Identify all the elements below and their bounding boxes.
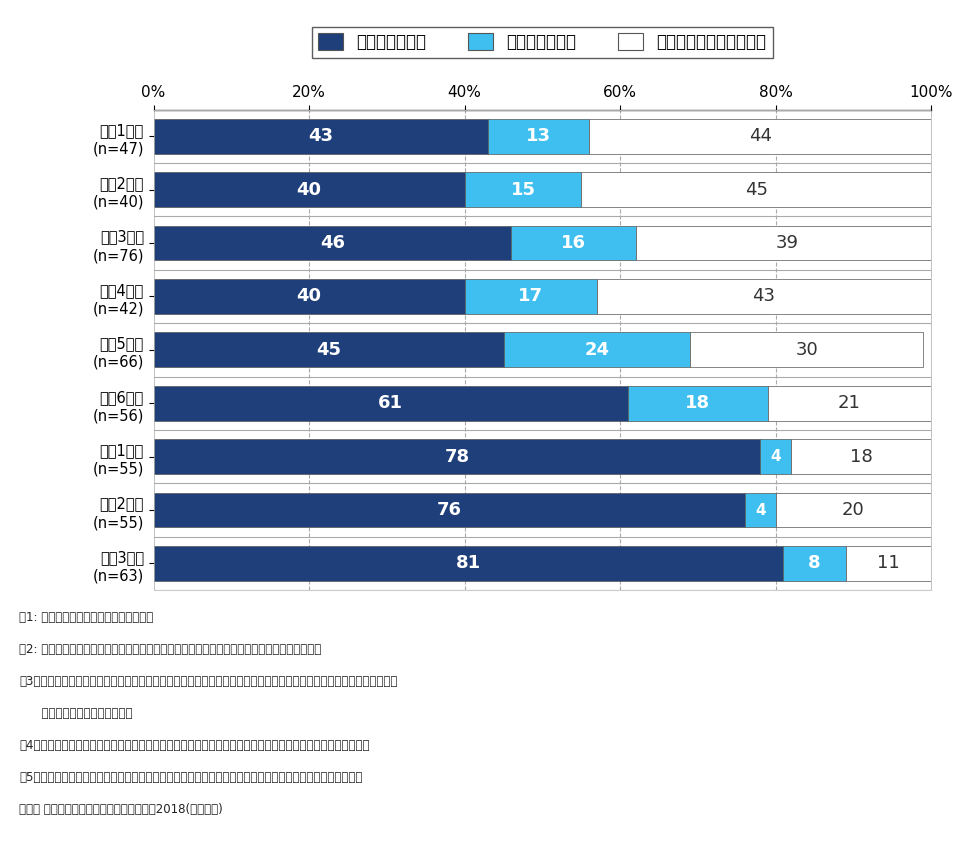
Text: 78: 78 [444,448,469,465]
Text: 注4：「ケータイ」はスマートフォン以外のいわゆるガラケー，フィーチャーフォン，キッズケータイをさす。: 注4：「ケータイ」はスマートフォン以外のいわゆるガラケー，フィーチャーフォン，キ… [19,739,370,752]
Bar [628,386,768,421]
Text: 8: 8 [808,555,821,572]
Bar [154,439,760,474]
Bar [760,439,791,474]
Text: 40: 40 [297,180,322,199]
Text: 注3：「スマートフォン」は回線契約をしているスマートフォン，いわゆる格安スマホ，キッズスマホ，回線契約なしの: 注3：「スマートフォン」は回線契約をしているスマートフォン，いわゆる格安スマホ，… [19,675,397,688]
Bar [581,172,931,207]
Legend: スマートフォン, 従来のケータイ, スマホ・ケータイ未所有: スマートフォン, 従来のケータイ, スマホ・ケータイ未所有 [312,27,773,58]
Text: 20: 20 [842,501,865,519]
Bar [154,332,503,368]
Text: 45: 45 [316,341,341,359]
Text: 16: 16 [561,234,586,252]
Text: 43: 43 [753,287,776,305]
Text: 45: 45 [745,180,768,199]
Text: 18: 18 [850,448,873,465]
Bar [512,226,636,260]
Bar [791,439,931,474]
Bar [154,492,745,528]
Bar [154,546,783,581]
Bar [154,386,628,421]
Text: 30: 30 [796,341,818,359]
Bar [154,172,465,207]
Text: スマートフォンを含み集計。: スマートフォンを含み集計。 [19,707,132,720]
Bar [783,546,846,581]
Text: 4: 4 [755,502,765,518]
Text: 21: 21 [838,395,861,412]
Bar [503,332,690,368]
Bar [465,279,597,314]
Text: 76: 76 [437,501,462,519]
Text: 13: 13 [526,127,551,145]
Text: 17: 17 [518,287,543,305]
Text: 11: 11 [877,555,900,572]
Text: 18: 18 [685,395,710,412]
Bar [488,119,589,153]
Text: 4: 4 [770,449,781,464]
Text: 24: 24 [585,341,610,359]
Text: 43: 43 [308,127,333,145]
Text: 61: 61 [378,395,403,412]
Text: 注1: 関東１都６県在住の保護者が回答。: 注1: 関東１都６県在住の保護者が回答。 [19,611,154,624]
Text: 出所： 子どものケータイ利用に関する調査2018(訪問留置): 出所： 子どものケータイ利用に関する調査2018(訪問留置) [19,803,223,816]
Text: 39: 39 [776,234,799,252]
Text: 15: 15 [511,180,536,199]
Bar [154,119,488,153]
Bar [636,226,939,260]
Bar [465,172,581,207]
Text: 注2: 家族などで共有しているものを含め，子どもが利用している機器の有無を保護者が回答。: 注2: 家族などで共有しているものを含め，子どもが利用している機器の有無を保護者… [19,643,322,656]
Bar [745,492,776,528]
Bar [690,332,924,368]
Bar [597,279,931,314]
Bar [776,492,931,528]
Text: 81: 81 [456,555,481,572]
Bar [589,119,931,153]
Bar [154,279,465,314]
Bar [154,226,512,260]
Bar [846,546,931,581]
Text: 44: 44 [749,127,772,145]
Text: 注5：「スマートフォン」と「従来のケータイ」をどちらも利用している場合は，スマホ利用者として集計。: 注5：「スマートフォン」と「従来のケータイ」をどちらも利用している場合は，スマホ… [19,771,363,784]
Text: 40: 40 [297,287,322,305]
Text: 46: 46 [320,234,345,252]
Bar [768,386,931,421]
